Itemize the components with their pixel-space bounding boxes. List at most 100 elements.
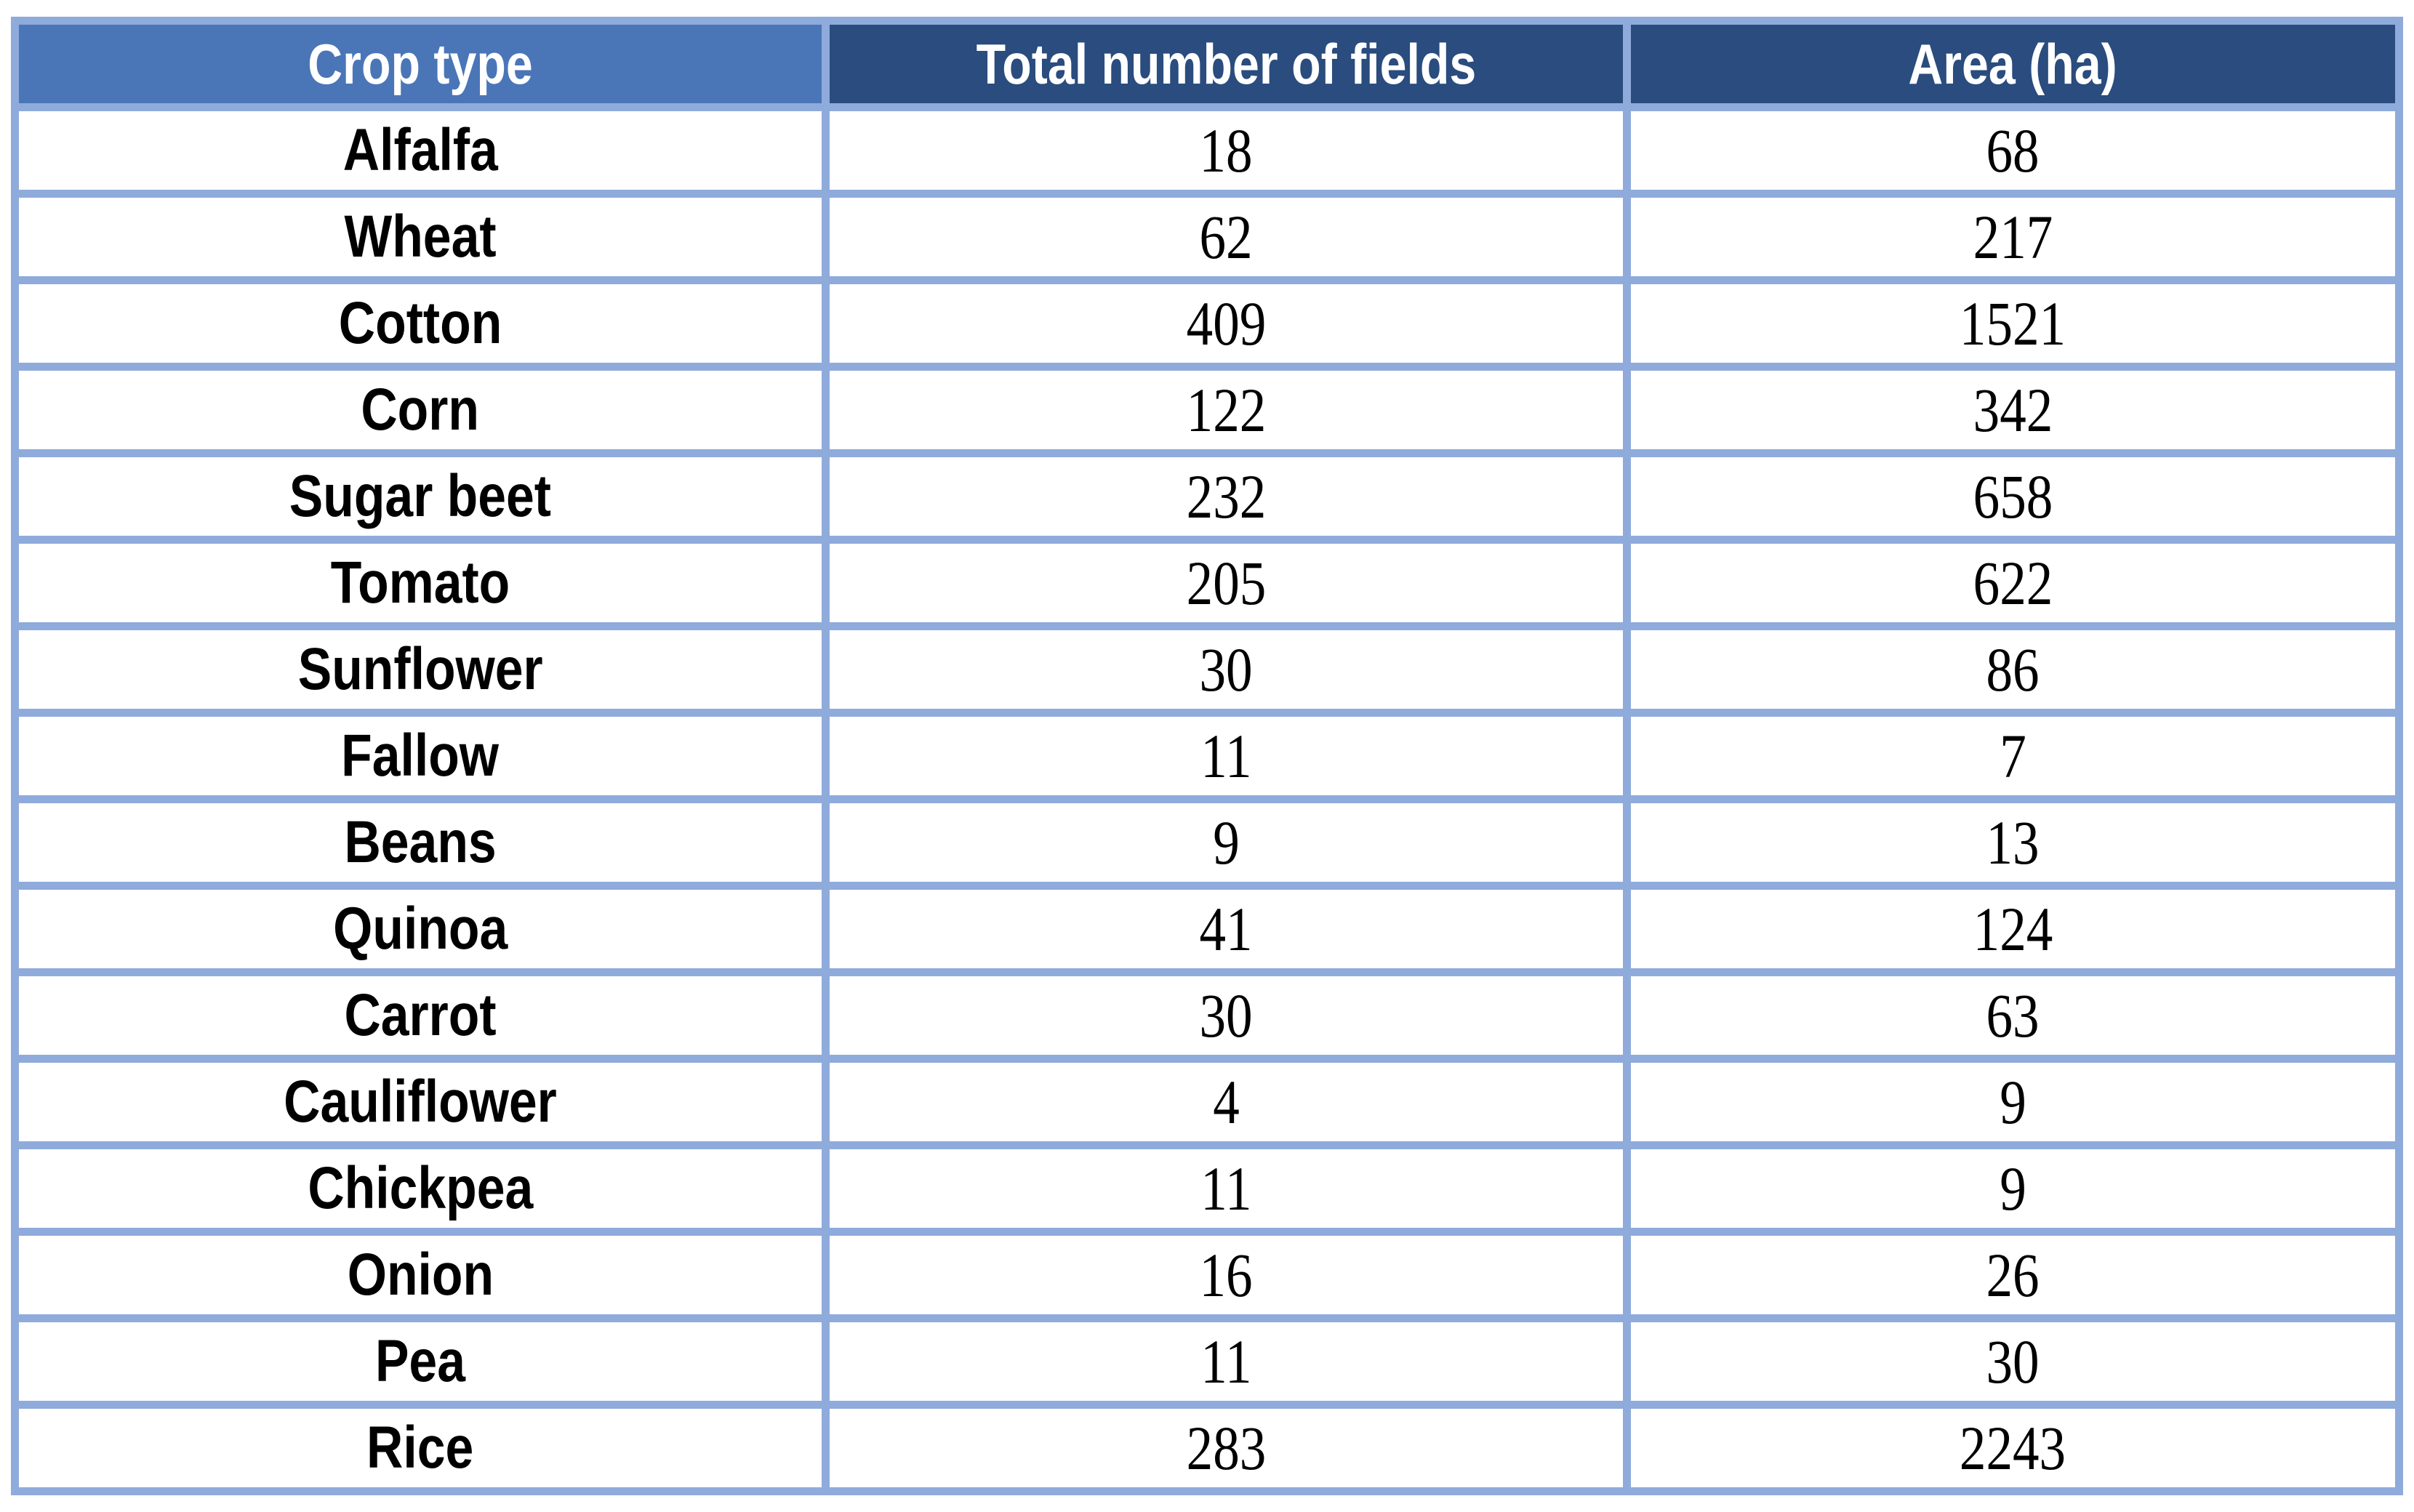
crop-name-cell: Fallow bbox=[11, 709, 830, 803]
crop-name-text: Onion bbox=[347, 1242, 494, 1308]
table-row: Alfalfa 18 68 bbox=[11, 103, 2404, 198]
area-cell: 7 bbox=[1622, 709, 2404, 803]
crop-name-cell: Tomato bbox=[11, 536, 830, 630]
crop-name-text: Tomato bbox=[330, 550, 510, 616]
crop-name-text: Sunflower bbox=[297, 636, 543, 702]
table-row: Cotton 409 1521 bbox=[11, 276, 2404, 371]
header-area-ha-label: Area (ha) bbox=[1908, 32, 2117, 96]
crop-name-cell: Pea bbox=[11, 1314, 830, 1409]
fields-count-text: 232 bbox=[1186, 462, 1267, 531]
crop-name-text: Fallow bbox=[341, 723, 500, 789]
crop-name-cell: Onion bbox=[11, 1228, 830, 1322]
table-row: Carrot 30 63 bbox=[11, 968, 2404, 1063]
table-row: Corn 122 342 bbox=[11, 363, 2404, 457]
header-area-ha: Area (ha) bbox=[1622, 17, 2404, 111]
area-text: 217 bbox=[1973, 202, 2053, 272]
table-row: Wheat 62 217 bbox=[11, 190, 2404, 284]
crop-name-text: Rice bbox=[366, 1415, 474, 1481]
area-text: 1521 bbox=[1960, 289, 2066, 358]
fields-count-cell: 283 bbox=[821, 1401, 1631, 1495]
crop-name-text: Cauliflower bbox=[284, 1069, 557, 1135]
fields-count-text: 205 bbox=[1186, 548, 1267, 618]
area-text: 86 bbox=[1986, 635, 2040, 704]
fields-count-cell: 11 bbox=[821, 1314, 1631, 1409]
area-cell: 86 bbox=[1622, 622, 2404, 717]
fields-count-cell: 4 bbox=[821, 1055, 1631, 1149]
area-text: 124 bbox=[1973, 894, 2053, 964]
area-cell: 63 bbox=[1622, 968, 2404, 1063]
area-cell: 2243 bbox=[1622, 1401, 2404, 1495]
table-row: Beans 9 13 bbox=[11, 795, 2404, 890]
area-text: 2243 bbox=[1960, 1413, 2066, 1483]
table-row: Chickpea 11 9 bbox=[11, 1141, 2404, 1236]
area-text: 63 bbox=[1986, 981, 2040, 1050]
crop-name-text: Wheat bbox=[344, 204, 497, 270]
crop-name-cell: Rice bbox=[11, 1401, 830, 1495]
table-row: Quinoa 41 124 bbox=[11, 882, 2404, 976]
crop-name-text: Sugar beet bbox=[289, 463, 552, 529]
fields-count-cell: 11 bbox=[821, 709, 1631, 803]
area-cell: 9 bbox=[1622, 1141, 2404, 1236]
fields-count-cell: 41 bbox=[821, 882, 1631, 976]
area-cell: 68 bbox=[1622, 103, 2404, 198]
crop-name-text: Beans bbox=[344, 809, 497, 875]
area-text: 68 bbox=[1986, 116, 2040, 185]
fields-count-text: 122 bbox=[1186, 375, 1267, 445]
area-text: 7 bbox=[2000, 721, 2026, 791]
table-row: Sugar beet 232 658 bbox=[11, 449, 2404, 544]
fields-count-cell: 18 bbox=[821, 103, 1631, 198]
header-total-fields-label: Total number of fields bbox=[976, 32, 1477, 96]
table-row: Rice 283 2243 bbox=[11, 1401, 2404, 1495]
area-cell: 658 bbox=[1622, 449, 2404, 544]
area-text: 26 bbox=[1986, 1240, 2040, 1310]
fields-count-text: 11 bbox=[1200, 721, 1252, 791]
fields-count-text: 62 bbox=[1199, 202, 1253, 272]
crop-statistics-table: Crop type Total number of fields Area (h… bbox=[11, 17, 2404, 1495]
fields-count-text: 4 bbox=[1212, 1067, 1240, 1137]
crop-name-text: Alfalfa bbox=[342, 117, 498, 183]
fields-count-cell: 205 bbox=[821, 536, 1631, 630]
area-text: 658 bbox=[1973, 462, 2053, 531]
area-text: 13 bbox=[1986, 808, 2040, 877]
fields-count-text: 283 bbox=[1186, 1413, 1267, 1483]
table-row: Fallow 11 7 bbox=[11, 709, 2404, 803]
fields-count-text: 18 bbox=[1199, 116, 1253, 185]
fields-count-cell: 232 bbox=[821, 449, 1631, 544]
fields-count-text: 409 bbox=[1186, 289, 1267, 358]
fields-count-text: 30 bbox=[1199, 635, 1253, 704]
header-crop-type-label: Crop type bbox=[308, 32, 533, 96]
area-cell: 622 bbox=[1622, 536, 2404, 630]
crop-name-cell: Alfalfa bbox=[11, 103, 830, 198]
crop-name-cell: Sugar beet bbox=[11, 449, 830, 544]
area-cell: 1521 bbox=[1622, 276, 2404, 371]
fields-count-cell: 62 bbox=[821, 190, 1631, 284]
fields-count-text: 30 bbox=[1199, 981, 1253, 1050]
fields-count-cell: 9 bbox=[821, 795, 1631, 890]
table-row: Tomato 205 622 bbox=[11, 536, 2404, 630]
header-row: Crop type Total number of fields Area (h… bbox=[11, 17, 2404, 111]
area-text: 9 bbox=[2000, 1154, 2026, 1223]
crop-name-text: Quinoa bbox=[332, 896, 508, 962]
table-row: Cauliflower 4 9 bbox=[11, 1055, 2404, 1149]
header-total-fields: Total number of fields bbox=[821, 17, 1631, 111]
area-cell: 9 bbox=[1622, 1055, 2404, 1149]
fields-count-text: 9 bbox=[1212, 808, 1240, 877]
crop-name-cell: Chickpea bbox=[11, 1141, 830, 1236]
crop-name-cell: Beans bbox=[11, 795, 830, 890]
fields-count-cell: 11 bbox=[821, 1141, 1631, 1236]
fields-count-text: 11 bbox=[1200, 1154, 1252, 1223]
area-text: 9 bbox=[2000, 1067, 2026, 1137]
fields-count-cell: 16 bbox=[821, 1228, 1631, 1322]
fields-count-cell: 122 bbox=[821, 363, 1631, 457]
crop-name-cell: Sunflower bbox=[11, 622, 830, 717]
table-row: Onion 16 26 bbox=[11, 1228, 2404, 1322]
crop-name-cell: Quinoa bbox=[11, 882, 830, 976]
fields-count-text: 41 bbox=[1199, 894, 1253, 964]
fields-count-cell: 30 bbox=[821, 968, 1631, 1063]
crop-name-text: Cotton bbox=[338, 290, 502, 356]
area-cell: 26 bbox=[1622, 1228, 2404, 1322]
fields-count-text: 11 bbox=[1200, 1327, 1252, 1396]
crop-name-text: Chickpea bbox=[307, 1155, 533, 1221]
table-body: Alfalfa 18 68 Wheat 62 217 Cotton 409 15… bbox=[11, 103, 2404, 1495]
